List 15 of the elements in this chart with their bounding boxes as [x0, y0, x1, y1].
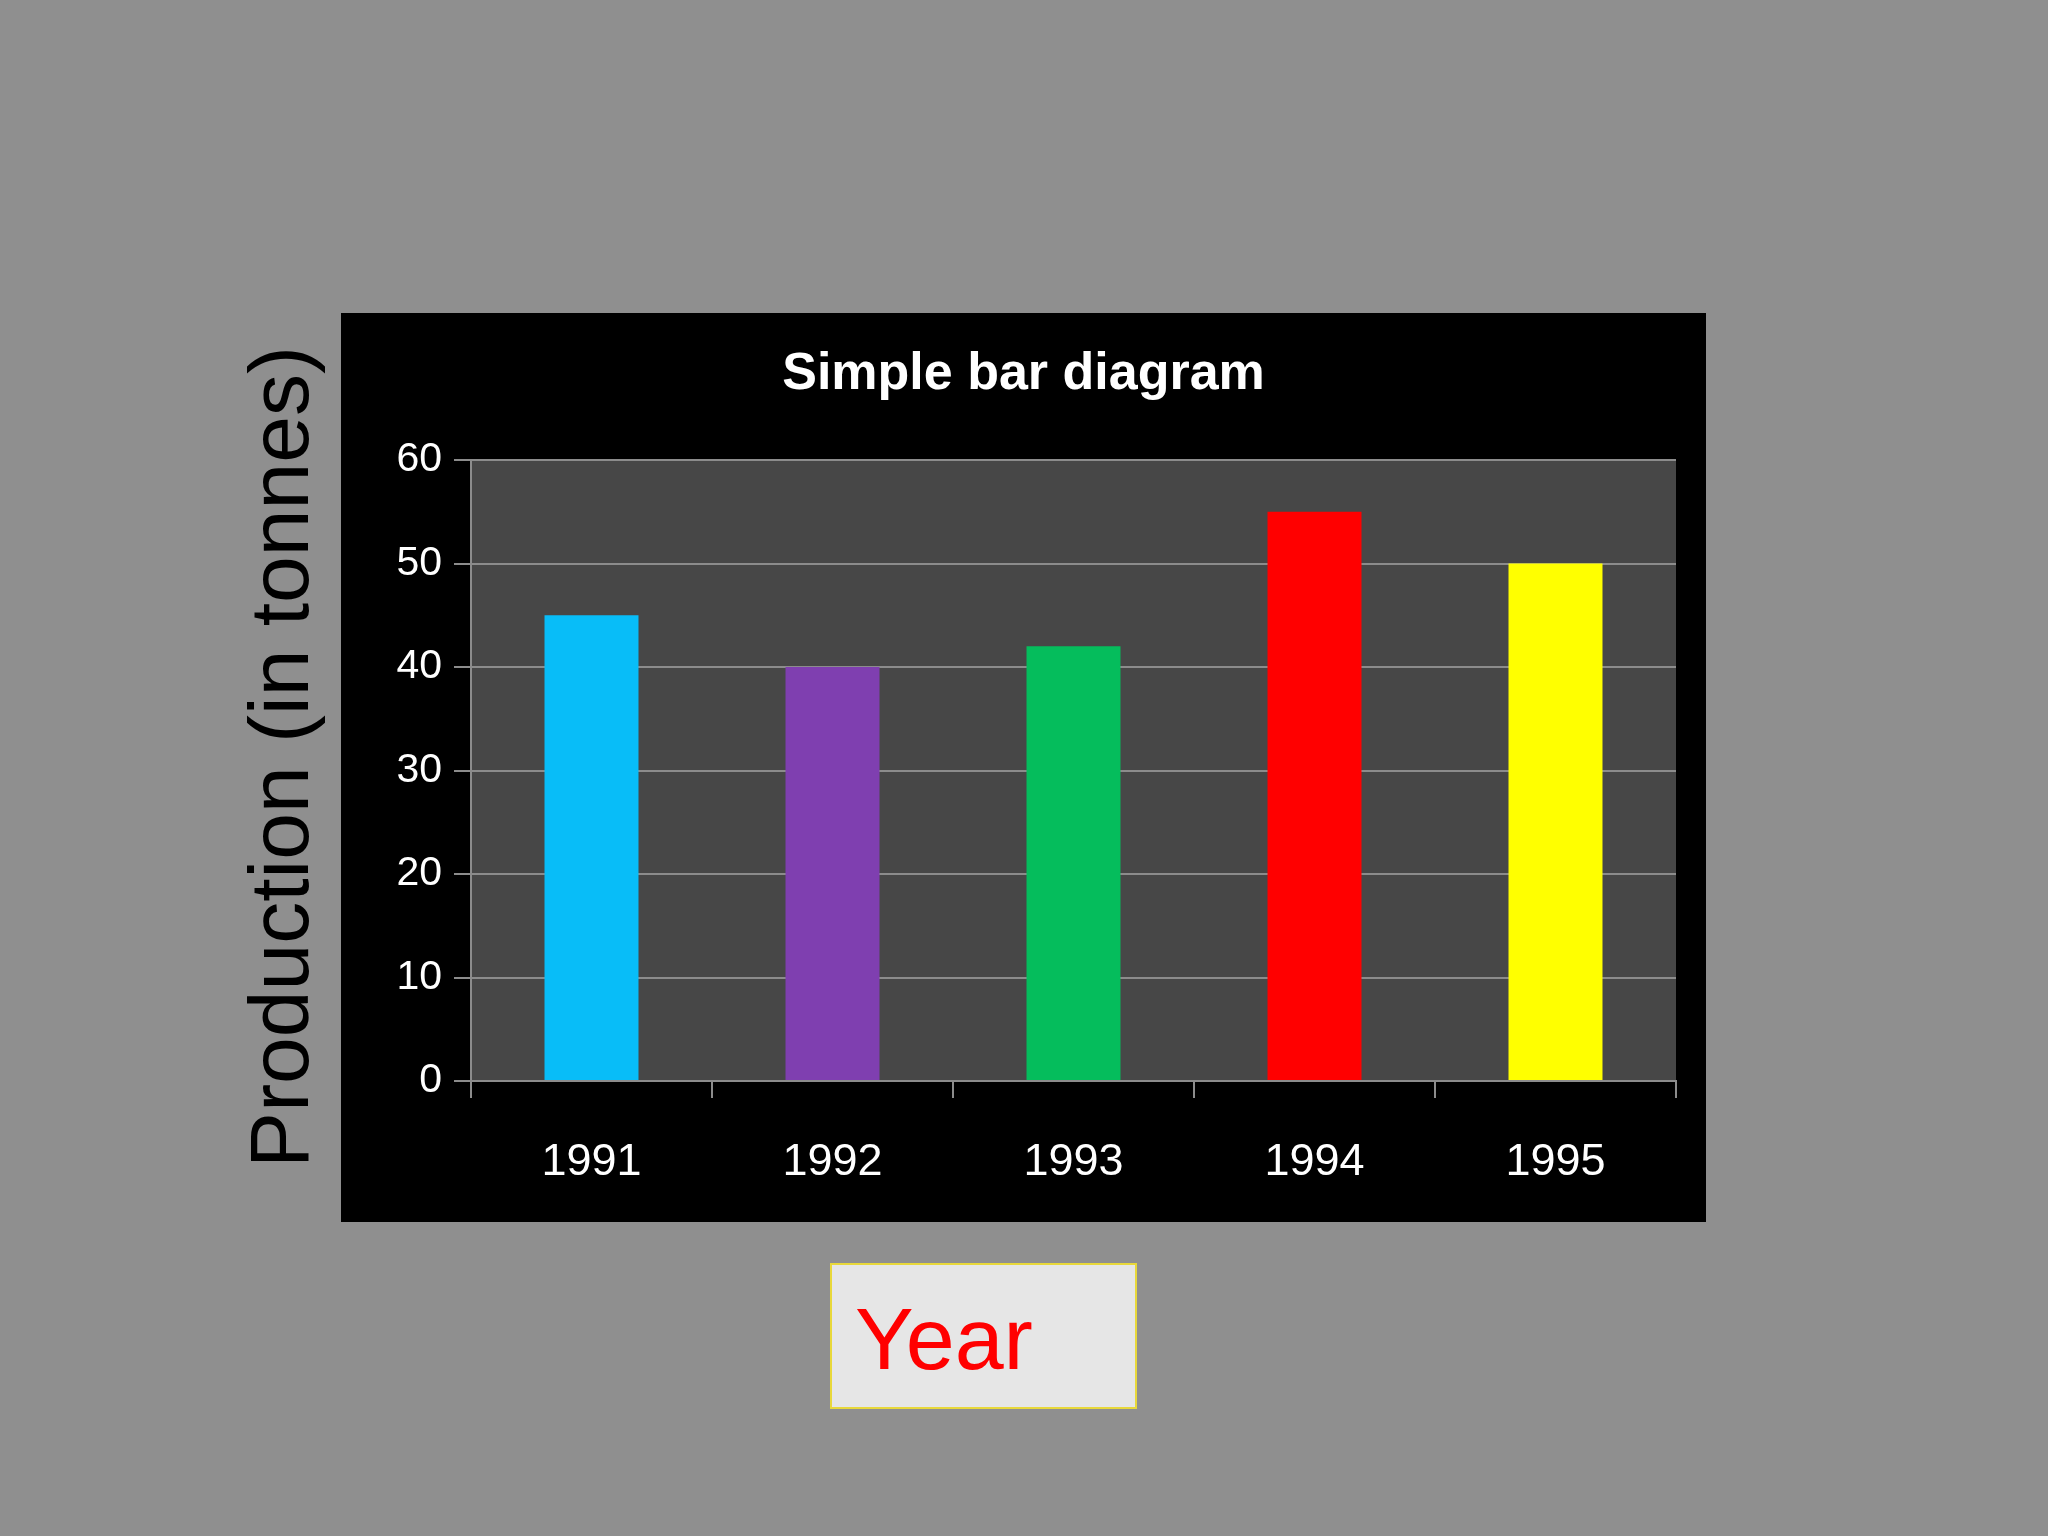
y-tick-label: 30 — [396, 744, 442, 791]
y-tick-label: 10 — [396, 951, 442, 998]
y-axis-title: Production (in tonnes) — [232, 346, 327, 1168]
x-tick-label: 1994 — [1264, 1134, 1365, 1186]
x-tick-label: 1991 — [541, 1134, 642, 1186]
x-axis-title: Year — [855, 1289, 1033, 1389]
y-tick-label: 20 — [396, 848, 442, 895]
y-tick-label: 40 — [396, 641, 442, 688]
y-tick-label: 50 — [396, 537, 442, 584]
x-tick-label: 1995 — [1505, 1134, 1606, 1186]
x-tick-label: 1992 — [782, 1134, 883, 1186]
y-tick-label: 60 — [396, 434, 442, 481]
y-tick-label: 0 — [419, 1055, 442, 1102]
x-tick-label: 1993 — [1023, 1134, 1124, 1186]
chart-title: Simple bar diagram — [782, 342, 1265, 401]
